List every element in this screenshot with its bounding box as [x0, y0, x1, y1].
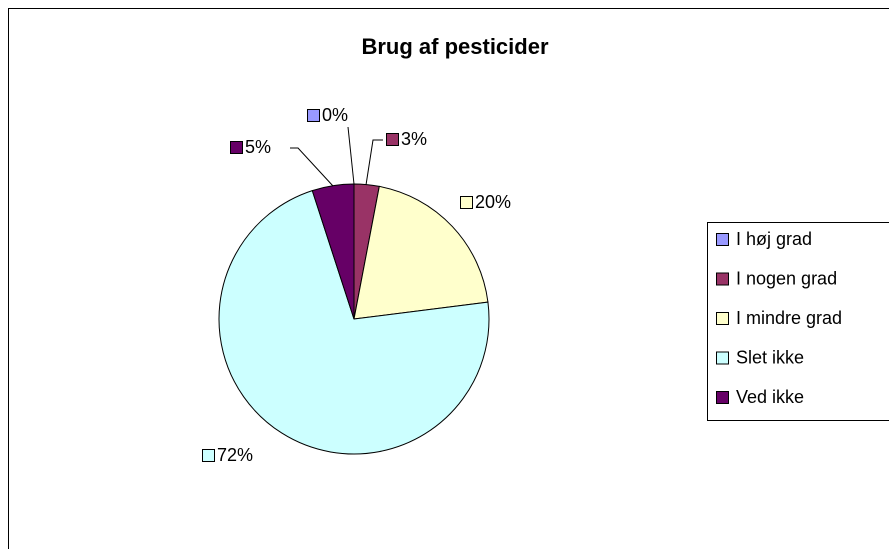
pie-slice	[353, 185, 489, 320]
legend-label: I høj grad	[736, 229, 812, 249]
pie-slice	[218, 189, 490, 455]
legend-swatch	[716, 391, 729, 404]
data-label: 0%	[322, 105, 348, 125]
chart-title: Brug af pesticider	[361, 34, 548, 59]
label-swatch	[202, 449, 215, 462]
label-swatch	[386, 133, 399, 146]
label-swatch	[230, 141, 243, 154]
legend-label: Ved ikke	[736, 387, 804, 407]
data-label: 72%	[217, 445, 253, 465]
data-label: 5%	[245, 137, 271, 157]
legend-swatch	[716, 233, 729, 246]
leader-line	[365, 139, 383, 186]
legend-swatch	[716, 351, 729, 365]
data-label: 3%	[401, 129, 427, 149]
legend-label: I mindre grad	[736, 308, 842, 328]
label-swatch	[460, 196, 473, 209]
leader-line	[347, 126, 355, 185]
label-swatch	[307, 109, 320, 122]
legend-swatch	[716, 312, 729, 325]
data-label: 20%	[475, 192, 511, 212]
legend-box	[707, 222, 889, 421]
legend-swatch	[716, 272, 729, 286]
chart-frame	[8, 8, 889, 549]
legend-label: I nogen grad	[736, 268, 837, 288]
leader-line	[290, 147, 334, 187]
legend-label: Slet ikke	[736, 347, 804, 367]
